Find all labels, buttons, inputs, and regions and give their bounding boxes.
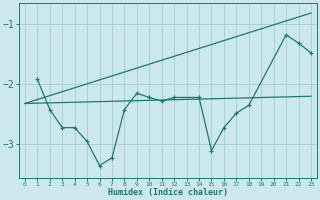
X-axis label: Humidex (Indice chaleur): Humidex (Indice chaleur) (108, 188, 228, 197)
